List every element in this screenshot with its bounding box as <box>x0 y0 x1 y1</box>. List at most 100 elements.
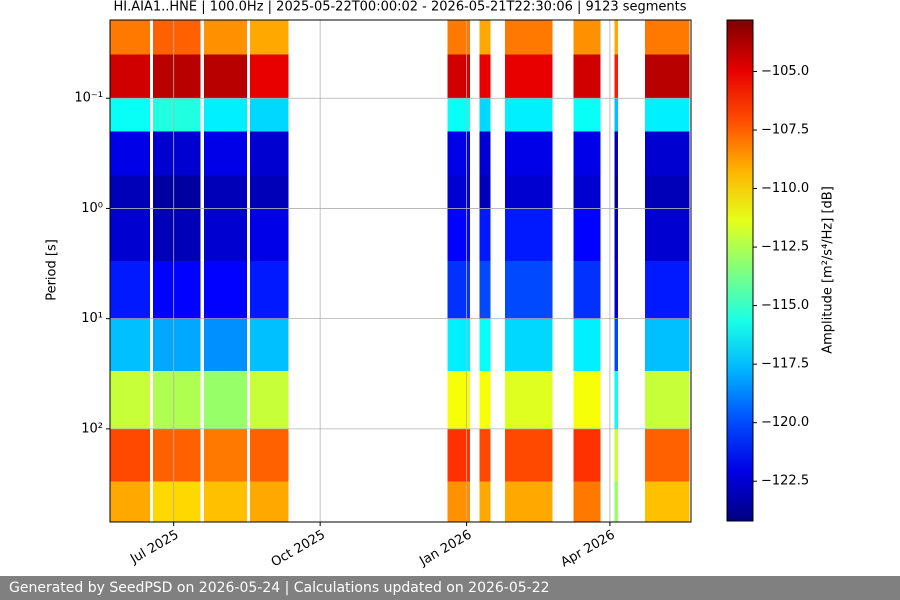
heatmap-cell <box>614 208 618 262</box>
x-tick-label: Jul 2025 <box>127 528 181 568</box>
heatmap-cell <box>479 54 491 99</box>
heatmap-cell <box>152 54 201 99</box>
heatmap-cell <box>504 318 553 372</box>
heatmap-cell <box>447 371 470 429</box>
heatmap-cell <box>109 371 150 429</box>
heatmap-cell <box>447 261 470 319</box>
heatmap-cell <box>573 175 601 209</box>
heatmap-cell <box>644 20 690 55</box>
colorbar-tick-label: −107.5 <box>761 123 809 138</box>
heatmap-cell <box>644 208 690 262</box>
heatmap-cell <box>644 175 690 209</box>
x-tick-label: Oct 2025 <box>269 528 328 571</box>
heatmap-cell <box>573 54 601 99</box>
heatmap-cell <box>479 175 491 209</box>
colorbar-label: Amplitude [m²/s⁴/Hz] [dB] <box>821 186 836 354</box>
heatmap-cell <box>504 175 553 209</box>
colorbar-tick-label: −112.5 <box>761 240 809 255</box>
heatmap-cell <box>614 131 618 176</box>
heatmap-cell <box>479 208 491 262</box>
heatmap-cell <box>250 54 289 99</box>
heatmap-cell <box>203 481 247 522</box>
heatmap-cell <box>250 131 289 176</box>
heatmap-cell <box>614 371 618 429</box>
heatmap-cell <box>614 428 618 482</box>
heatmap-cell <box>644 54 690 99</box>
heatmap-cell <box>614 481 618 522</box>
heatmap-cell <box>504 20 553 55</box>
chart-title: HI.AIA1..HNE | 100.0Hz | 2025-05-22T00:0… <box>113 0 686 15</box>
heatmap-cell <box>203 318 247 372</box>
heatmap-cell <box>152 131 201 176</box>
heatmap-cell <box>479 261 491 319</box>
heatmap-cell <box>644 98 690 132</box>
heatmap-cell <box>614 54 618 99</box>
heatmap-cell <box>614 98 618 132</box>
heatmap-cell <box>250 481 289 522</box>
heatmap-cell <box>152 175 201 209</box>
heatmap-cell <box>152 371 201 429</box>
heatmap-cell <box>573 208 601 262</box>
heatmap-cell <box>109 318 150 372</box>
heatmap-cell <box>614 175 618 209</box>
colorbar-tick-label: −117.5 <box>761 357 809 372</box>
heatmap-cell <box>479 20 491 55</box>
heatmap-cell <box>479 428 491 482</box>
heatmap-cell <box>109 261 150 319</box>
heatmap-cell <box>250 428 289 482</box>
heatmap-cell <box>479 481 491 522</box>
heatmap-cell <box>203 20 247 55</box>
heatmap-cell <box>152 20 201 55</box>
colorbar <box>726 19 754 522</box>
heatmap-cell <box>479 98 491 132</box>
heatmap-cell <box>152 98 201 132</box>
heatmap-cell <box>250 208 289 262</box>
heatmap-cell <box>573 98 601 132</box>
footer: Generated by SeedPSD on 2026-05-24 | Cal… <box>0 576 900 600</box>
heatmap-cell <box>152 318 201 372</box>
heatmap-cell <box>109 481 150 522</box>
heatmap-cell <box>504 481 553 522</box>
heatmap-cell <box>644 481 690 522</box>
heatmap-cell <box>447 175 470 209</box>
heatmap-cell <box>250 371 289 429</box>
heatmap-cell <box>644 371 690 429</box>
heatmap-cell <box>644 261 690 319</box>
colorbar-tick-label: −110.0 <box>761 181 809 196</box>
heatmap-cell <box>250 20 289 55</box>
heatmap-cell <box>250 98 289 132</box>
heatmap-cell <box>504 131 553 176</box>
heatmap-cell <box>109 208 150 262</box>
heatmap-cell <box>109 131 150 176</box>
heatmap-cell <box>250 318 289 372</box>
heatmap-cell <box>447 208 470 262</box>
heatmap-cell <box>479 318 491 372</box>
heatmap-cell <box>573 481 601 522</box>
heatmap-cell <box>614 318 618 372</box>
heatmap-cell <box>152 481 201 522</box>
y-tick-label: 10¹ <box>81 311 103 326</box>
heatmap-cell <box>447 131 470 176</box>
heatmap-cell <box>573 261 601 319</box>
heatmap-cell <box>203 208 247 262</box>
colorbar-tick-label: −120.0 <box>761 415 809 430</box>
colorbar-tick-label: −105.0 <box>761 64 809 79</box>
heatmap-cell <box>203 371 247 429</box>
heatmap-cell <box>109 98 150 132</box>
heatmap-cell <box>447 98 470 132</box>
heatmap-cell <box>203 261 247 319</box>
heatmap-cell <box>109 54 150 99</box>
plot-frame <box>109 19 692 523</box>
heatmap-cell <box>152 428 201 482</box>
heatmap-cell <box>447 428 470 482</box>
heatmap-cell <box>504 208 553 262</box>
chart: HI.AIA1..HNE | 100.0Hz | 2025-05-22T00:0… <box>45 0 836 571</box>
heatmap-cell <box>447 318 470 372</box>
heatmap-cell <box>203 428 247 482</box>
y-tick-label: 10⁰ <box>81 201 103 216</box>
heatmap-cell <box>573 20 601 55</box>
heatmap-cell <box>152 261 201 319</box>
heatmap-cell <box>573 131 601 176</box>
heatmap-cell <box>644 428 690 482</box>
